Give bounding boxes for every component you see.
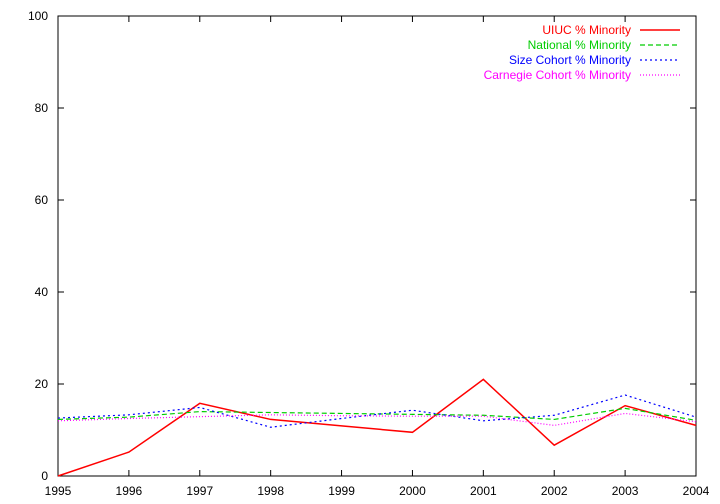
- y-tick-label: 60: [35, 193, 49, 207]
- series-line-1: [57, 378, 697, 477]
- x-tick-label: 2004: [683, 484, 710, 498]
- x-tick-label: 2002: [541, 484, 568, 498]
- legend-label-4: Carnegie Cohort % Minority: [484, 68, 631, 82]
- x-tick-label: 1996: [116, 484, 143, 498]
- y-tick-label: 0: [41, 469, 48, 483]
- series-line-3: [57, 394, 697, 428]
- x-tick-label: 2003: [612, 484, 639, 498]
- y-tick-label: 80: [35, 101, 49, 115]
- x-tick-label: 1997: [186, 484, 213, 498]
- y-tick-label: 20: [35, 377, 49, 391]
- x-tick-label: 2000: [399, 484, 426, 498]
- y-tick-label: 40: [35, 285, 49, 299]
- x-tick-label: 2001: [470, 484, 497, 498]
- y-tick-label: 100: [28, 9, 48, 23]
- y-axis: 0 20 40 60 80 100: [28, 9, 696, 483]
- series-lines: [57, 378, 697, 477]
- legend-label-2: National % Minority: [528, 38, 631, 52]
- series-line-2: [57, 407, 697, 421]
- x-axis: 1995 1996 1997 1998 1999 2000 2001 2002 2003 2004: [45, 16, 710, 498]
- x-tick-label: 1998: [257, 484, 284, 498]
- plot-area-frame: [57, 15, 697, 477]
- legend-label-1: UIUC % Minority: [542, 23, 631, 37]
- x-tick-label: 1999: [328, 484, 355, 498]
- legend-label-3: Size Cohort % Minority: [509, 53, 631, 67]
- x-tick-label: 1995: [45, 484, 72, 498]
